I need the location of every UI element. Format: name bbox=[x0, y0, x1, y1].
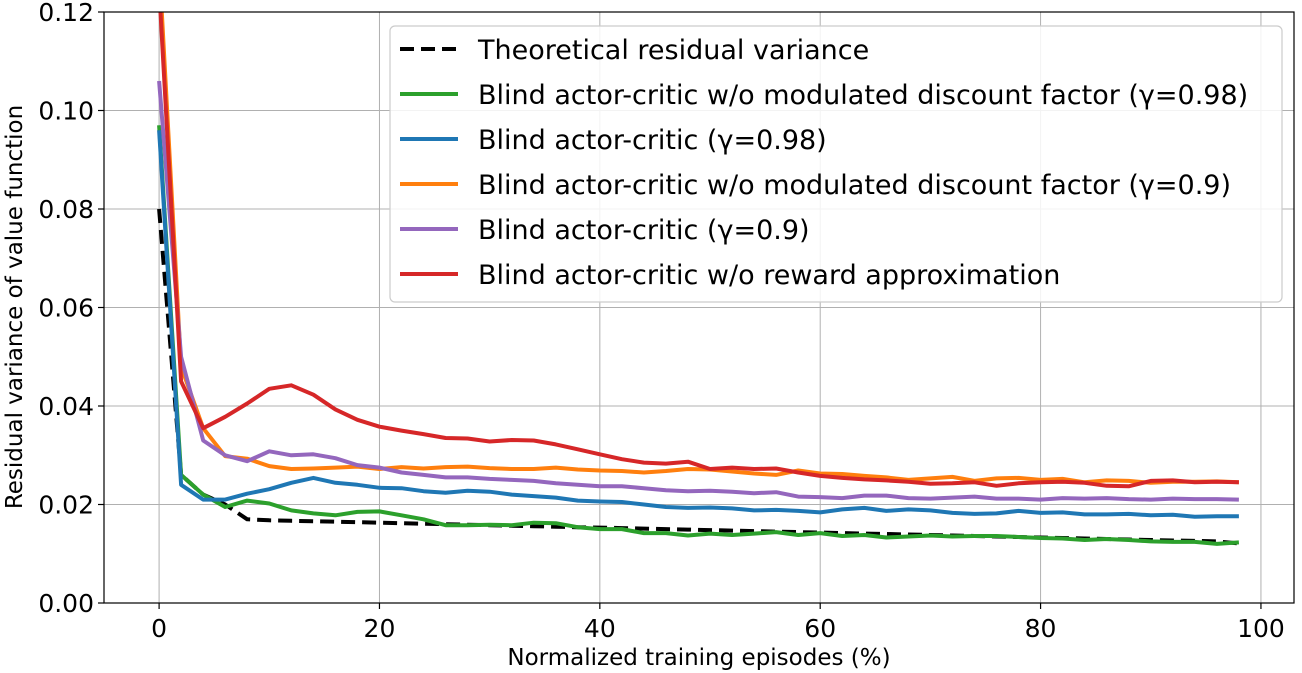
x-tick-label: 40 bbox=[584, 614, 616, 643]
legend-label-6: Blind actor-critic w/o reward approximat… bbox=[478, 260, 1060, 291]
x-tick-label: 60 bbox=[804, 614, 836, 643]
y-axis: 0.00 0.02 0.04 0.06 0.08 0.10 0.12 bbox=[38, 0, 104, 618]
series-line-3 bbox=[157, 130, 1239, 519]
x-tick-label: 0 bbox=[151, 614, 167, 643]
series-line-6 bbox=[158, 12, 1239, 489]
x-tick-label: 20 bbox=[364, 614, 396, 643]
y-axis-label: Residual variance of value function bbox=[2, 105, 28, 509]
series-group bbox=[157, 12, 1240, 546]
legend-label-3: Blind actor-critic (γ=0.98) bbox=[478, 125, 827, 156]
y-tick-label: 0.00 bbox=[38, 589, 94, 618]
legend-label-2: Blind actor-critic w/o modulated discoun… bbox=[478, 80, 1248, 111]
y-tick-label: 0.12 bbox=[38, 0, 94, 27]
x-axis: 0 20 40 60 80 100 bbox=[151, 603, 1285, 643]
y-tick-label: 0.02 bbox=[38, 491, 94, 520]
y-tick-label: 0.08 bbox=[38, 195, 94, 224]
legend-label-4: Blind actor-critic w/o modulated discoun… bbox=[478, 170, 1231, 201]
series-line-5 bbox=[157, 80, 1239, 502]
legend-box bbox=[389, 25, 1283, 303]
x-tick-label: 100 bbox=[1237, 614, 1285, 643]
series-line-4 bbox=[159, 12, 1239, 485]
y-tick-label: 0.10 bbox=[38, 97, 94, 126]
legend-label-5: Blind actor-critic (γ=0.9) bbox=[478, 215, 810, 246]
legend-label-1: Theoretical residual variance bbox=[477, 35, 869, 66]
x-axis-label: Normalized training episodes (%) bbox=[507, 645, 890, 671]
legend: Theoretical residual variance Blind actor… bbox=[389, 25, 1283, 303]
x-tick-label: 80 bbox=[1025, 614, 1057, 643]
series-line-2 bbox=[157, 125, 1240, 546]
y-tick-label: 0.06 bbox=[38, 294, 94, 323]
y-tick-label: 0.04 bbox=[38, 392, 94, 421]
